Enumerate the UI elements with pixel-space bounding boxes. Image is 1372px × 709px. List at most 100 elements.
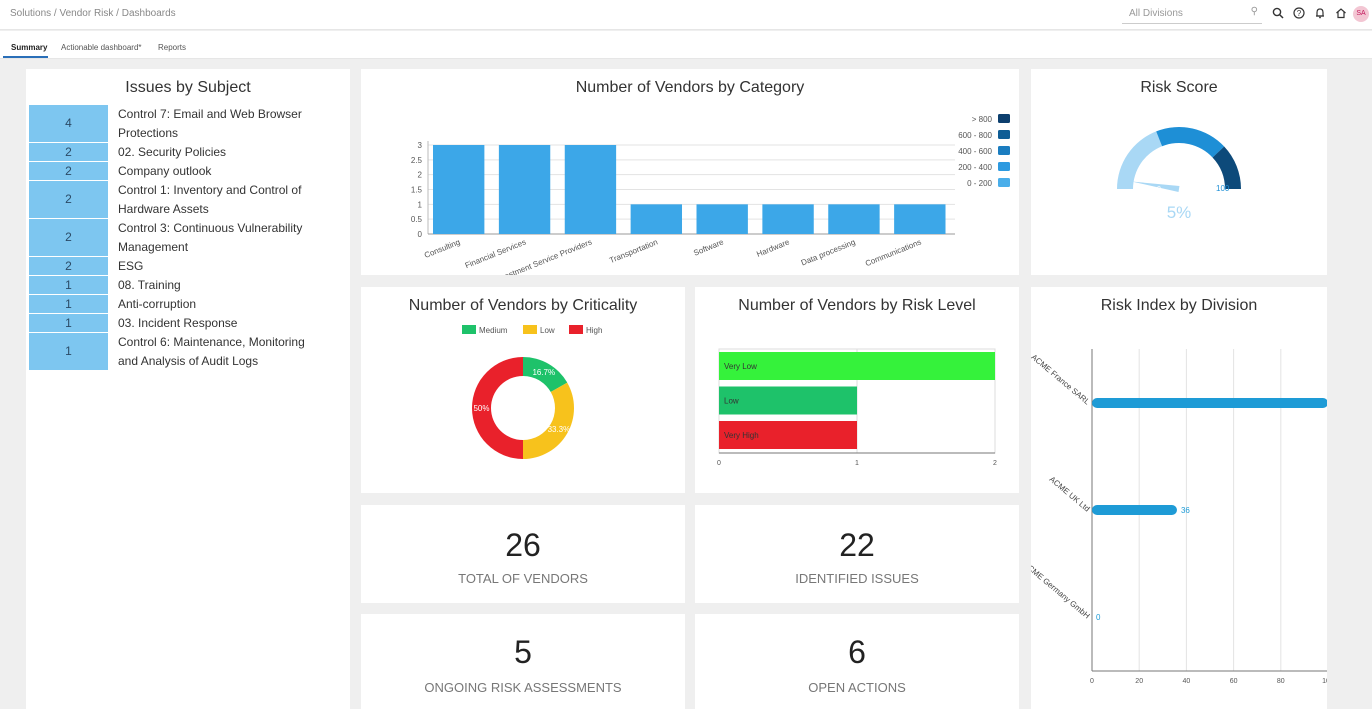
criticality-legend-swatch	[569, 325, 583, 334]
risk-score-value: 5%	[1166, 203, 1192, 222]
user-avatar[interactable]: SA	[1353, 6, 1369, 22]
breadcrumb: Solutions / Vendor Risk / Dashboards	[10, 8, 176, 19]
gauge-min-label: 0	[1157, 186, 1161, 193]
category-ytick: 0	[418, 230, 423, 239]
category-xtick: Communications	[864, 238, 923, 269]
risk-level-bar	[719, 386, 857, 415]
criticality-legend-label: Medium	[479, 326, 508, 335]
tab-actionable-dashboard[interactable]: Actionable dashboard*	[61, 43, 142, 52]
criticality-slice	[472, 357, 523, 459]
division-search-field[interactable]: All Divisions ⚲	[1122, 4, 1262, 24]
criticality-chart-title: Number of Vendors by Criticality	[408, 297, 638, 314]
tab-summary[interactable]: Summary	[11, 43, 48, 52]
issue-label: 02. Security Policies	[118, 145, 227, 159]
ongoing-assessments-label: ONGOING RISK ASSESSMENTS	[424, 680, 622, 695]
category-bar	[828, 204, 880, 234]
vendors-by-criticality-card: Number of Vendors by Criticality Medium L…	[361, 287, 685, 493]
issue-row[interactable]: 4 Control 7: Email and Web Browser Protec…	[29, 105, 349, 143]
division-value-label: 0	[1096, 613, 1101, 622]
category-xtick: Financial Services	[464, 238, 528, 271]
division-chart-title: Risk Index by Division	[1100, 297, 1258, 314]
issue-count: 2	[29, 162, 108, 180]
home-icon[interactable]	[1334, 7, 1348, 21]
issue-count: 2	[29, 219, 108, 256]
criticality-value-label: 16.7%	[532, 368, 555, 377]
category-bar	[894, 204, 946, 234]
issue-row[interactable]: 2 Company outlook	[29, 162, 349, 181]
division-xtick: 0	[1090, 678, 1094, 685]
open-actions-card: 6 OPEN ACTIONS	[695, 614, 1019, 709]
risk-level-bar-label: Low	[724, 397, 739, 406]
risk-score-gauge: 0 100	[1117, 127, 1241, 193]
tab-bar: Summary Actionable dashboard* Reports	[0, 31, 1372, 59]
criticality-legend-label: Low	[540, 326, 555, 335]
issue-row[interactable]: 2 Control 3: Continuous Vulnerability Man…	[29, 219, 349, 257]
risk-score-card: Risk Score 0 100 5%	[1031, 69, 1327, 275]
issue-count: 1	[29, 333, 108, 370]
category-xtick: Consulting	[423, 238, 461, 261]
category-legend-label: > 800	[972, 115, 993, 124]
issue-count: 2	[29, 143, 108, 161]
risk-level-bar-label: Very Low	[724, 362, 757, 371]
category-legend-label: 600 - 800	[958, 131, 992, 140]
risk-level-chart-title: Number of Vendors by Risk Level	[738, 297, 976, 314]
issue-row[interactable]: 1 03. Incident Response	[29, 314, 349, 333]
category-ytick: 3	[418, 141, 423, 150]
total-vendors-value: 26	[505, 527, 541, 563]
category-legend-label: 200 - 400	[958, 163, 992, 172]
help-icon[interactable]: ?	[1292, 7, 1306, 21]
division-xtick: 20	[1135, 678, 1143, 685]
issue-row[interactable]: 1 Anti-corruption	[29, 295, 349, 314]
issue-count: 4	[29, 105, 108, 142]
gauge-max-label: 100	[1216, 184, 1230, 193]
ongoing-assessments-card: 5 ONGOING RISK ASSESSMENTS	[361, 614, 685, 709]
category-legend-swatch	[998, 130, 1010, 139]
criticality-value-label: 33.3%	[548, 425, 571, 434]
category-xtick: Transportation	[608, 238, 659, 266]
issue-label: Company outlook	[118, 164, 212, 178]
risk-level-bar	[719, 352, 995, 380]
criticality-slice	[523, 382, 574, 459]
division-category-label: ACME Germany GmbH	[1031, 560, 1092, 621]
issue-label: ESG	[118, 259, 144, 273]
category-legend-swatch	[998, 178, 1010, 187]
risk-level-bar	[719, 421, 857, 449]
vendors-by-category-card: Number of Vendors by Category 0 0.5 1 1.5 2 2…	[361, 69, 1019, 275]
issue-count: 2	[29, 257, 108, 275]
bell-icon[interactable]	[1313, 7, 1327, 21]
top-bar: Solutions / Vendor Risk / Dashboards All…	[0, 0, 1372, 30]
issue-label: 03. Incident Response	[118, 316, 238, 330]
field-search-icon: ⚲	[1250, 6, 1258, 17]
vendors-by-risk-level-card: Number of Vendors by Risk Level 0 1 2 Very …	[695, 287, 1019, 493]
issue-row[interactable]: 2 ESG	[29, 257, 349, 276]
division-value-label: 36	[1181, 506, 1190, 515]
category-ytick: 1	[418, 200, 423, 209]
issues-card-title: Issues by Subject	[125, 79, 251, 96]
risk-score-title: Risk Score	[1140, 79, 1218, 96]
criticality-slice	[523, 357, 568, 393]
criticality-legend-label: High	[586, 326, 602, 335]
issue-label: Anti-corruption	[118, 297, 197, 311]
risk-level-xtick: 2	[993, 460, 997, 467]
category-xtick: Software	[692, 237, 725, 257]
gauge-band	[1212, 146, 1241, 189]
category-legend-label: 0 - 200	[967, 179, 992, 188]
issue-row[interactable]: 1 Control 6: Maintenance, Monitoring and …	[29, 333, 349, 371]
risk-level-bar-label: Very High	[724, 431, 759, 440]
issue-row[interactable]: 1 08. Training	[29, 276, 349, 295]
division-xtick: 100	[1322, 678, 1327, 685]
issue-row[interactable]: 2 02. Security Policies	[29, 143, 349, 162]
search-icon[interactable]	[1271, 7, 1285, 21]
criticality-legend-swatch	[523, 325, 537, 334]
issue-label: Control 1: Inventory and Control of Hard…	[118, 183, 302, 216]
criticality-legend-swatch	[462, 325, 476, 334]
issue-count: 1	[29, 314, 108, 332]
issue-row[interactable]: 2 Control 1: Inventory and Control of Har…	[29, 181, 349, 219]
issue-count: 2	[29, 181, 108, 218]
issue-count: 1	[29, 276, 108, 294]
open-actions-value: 6	[848, 634, 866, 670]
category-bar	[564, 145, 617, 234]
tab-reports[interactable]: Reports	[158, 43, 187, 52]
division-category-label: ACME UK Ltd	[1048, 475, 1092, 514]
identified-issues-label: IDENTIFIED ISSUES	[795, 571, 919, 586]
